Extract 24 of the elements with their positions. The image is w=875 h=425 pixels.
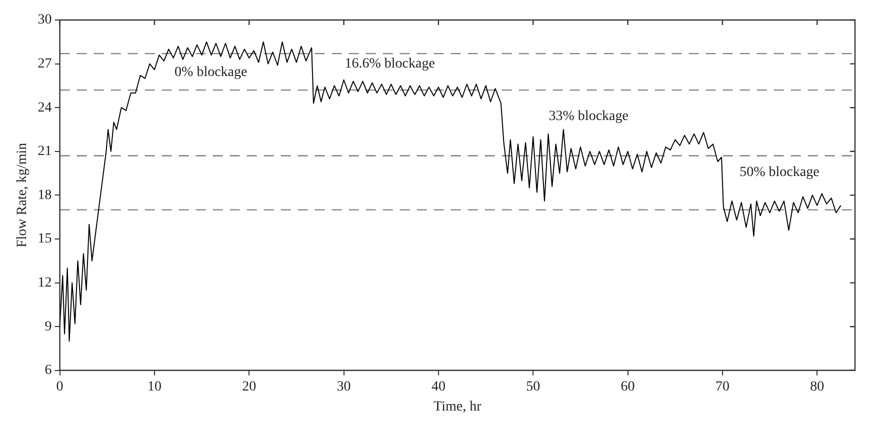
y-tick-label: 15 [38, 232, 52, 247]
x-tick-label: 80 [810, 379, 824, 394]
annotation: 0% blockage [174, 65, 248, 80]
x-tick-label: 50 [526, 379, 540, 394]
x-axis-title: Time, hr [434, 399, 482, 414]
y-tick-label: 30 [38, 12, 52, 28]
y-tick-label: 18 [38, 188, 52, 203]
x-tick-label: 20 [242, 379, 256, 394]
y-tick-label: 12 [38, 275, 52, 290]
y-tick-label: 21 [38, 144, 52, 160]
x-tick-label: 30 [336, 379, 351, 394]
x-tick-label: 60 [620, 379, 635, 394]
annotation: 16.6% blockage [344, 56, 435, 72]
x-tick-label: 40 [431, 379, 446, 394]
y-axis-title: Flow Rate, kg/min [15, 142, 30, 248]
y-tick-label: 9 [44, 319, 52, 334]
x-tick-label: 70 [715, 379, 730, 394]
x-tick-label: 0 [56, 379, 64, 394]
y-tick-label: 6 [44, 363, 52, 378]
x-tick-label: 10 [147, 379, 162, 394]
annotation: 33% blockage [548, 109, 628, 124]
y-tick-label: 24 [38, 100, 52, 116]
y-tick-label: 27 [38, 56, 52, 72]
annotation: 50% blockage [740, 165, 820, 180]
